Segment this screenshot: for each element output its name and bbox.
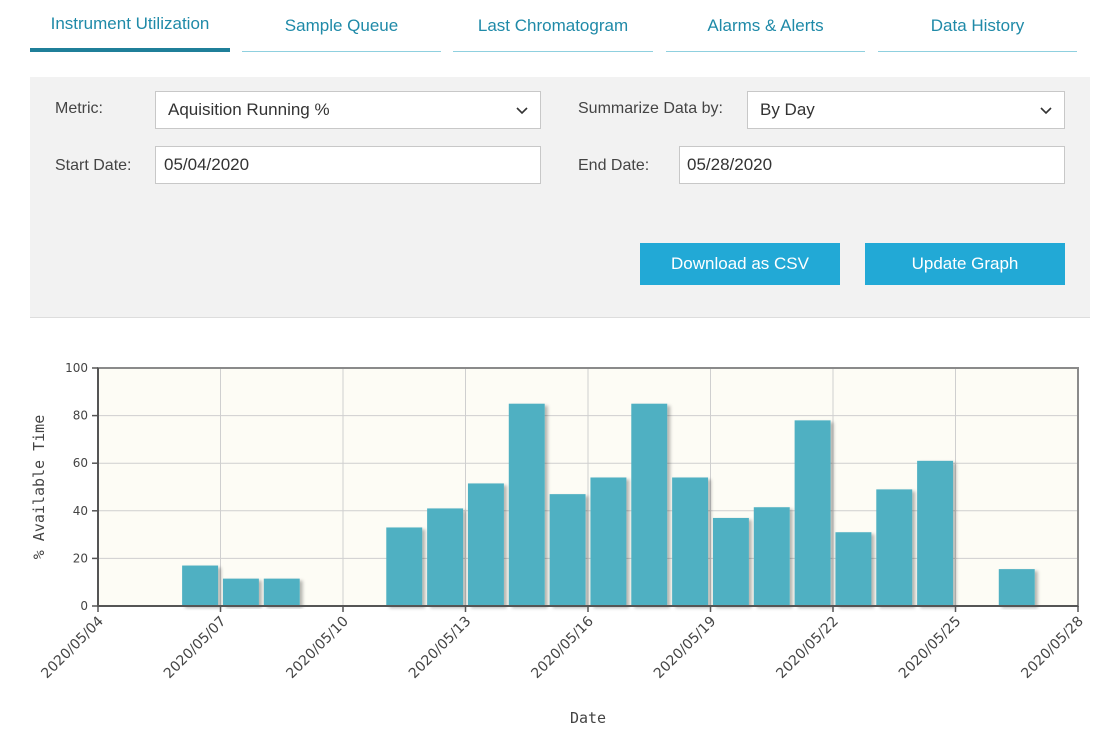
start-date-input[interactable]: 05/04/2020: [155, 146, 541, 184]
bar: [467, 483, 504, 606]
summarize-select[interactable]: By Day: [747, 91, 1065, 129]
bar: [794, 420, 831, 606]
start-date-value: 05/04/2020: [164, 155, 250, 174]
y-tick-label: 100: [65, 361, 88, 375]
bar: [998, 569, 1035, 606]
tab-bar: Instrument Utilization Sample Queue Last…: [30, 0, 1090, 52]
bars: [182, 403, 1035, 606]
x-tick-label: 2020/05/25: [896, 614, 964, 682]
end-date-label: End Date:: [578, 157, 650, 174]
bar: [631, 403, 668, 606]
metric-select-value: Aquisition Running %: [168, 100, 330, 119]
chevron-down-icon: [1040, 107, 1052, 115]
x-tick-label: 2020/05/04: [38, 613, 106, 681]
y-tick-label: 60: [73, 456, 88, 470]
end-date-value: 05/28/2020: [687, 155, 773, 174]
bar: [712, 517, 749, 606]
y-tick-label: 40: [73, 504, 88, 518]
bar: [835, 532, 872, 606]
bar: [182, 565, 219, 606]
download-csv-button[interactable]: Download as CSV: [640, 243, 840, 285]
x-tick-label: 2020/05/16: [528, 613, 596, 681]
summarize-label: Summarize Data by:: [578, 100, 723, 117]
bar: [917, 460, 954, 606]
y-tick-label: 80: [73, 409, 88, 423]
x-tick-label: 2020/05/22: [773, 614, 841, 682]
y-axis-title: % Available Time: [30, 415, 48, 560]
y-axis-ticks: 0 20 40 60 80 100: [65, 361, 98, 613]
bar: [386, 527, 423, 606]
bar: [876, 489, 913, 606]
bar: [590, 477, 627, 606]
x-axis-ticks: 2020/05/04 2020/05/07 2020/05/10 2020/05/13…: [38, 606, 1087, 682]
bar: [753, 507, 790, 606]
metric-select[interactable]: Aquisition Running %: [155, 91, 541, 129]
tab-alarms-alerts[interactable]: Alarms & Alerts: [666, 0, 865, 52]
x-tick-label: 2020/05/07: [161, 614, 229, 682]
start-date-label: Start Date:: [55, 157, 132, 174]
bar: [508, 403, 545, 606]
x-axis-title: Date: [570, 709, 606, 727]
bar: [427, 508, 464, 606]
tab-data-history[interactable]: Data History: [878, 0, 1077, 52]
bar: [672, 477, 709, 606]
x-tick-label: 2020/05/10: [283, 614, 351, 682]
filter-panel: Metric: Aquisition Running % Summarize D…: [30, 77, 1090, 318]
y-tick-label: 0: [80, 599, 88, 613]
x-tick-label: 2020/05/19: [651, 614, 719, 682]
metric-label: Metric:: [55, 100, 103, 117]
bar: [263, 578, 300, 606]
x-tick-label: 2020/05/13: [406, 614, 474, 682]
y-tick-label: 20: [73, 551, 88, 565]
x-tick-label: 2020/05/28: [1018, 614, 1086, 682]
bar: [549, 494, 586, 606]
chevron-down-icon: [516, 107, 528, 115]
tab-last-chromatogram[interactable]: Last Chromatogram: [453, 0, 653, 52]
update-graph-button[interactable]: Update Graph: [865, 243, 1065, 285]
end-date-input[interactable]: 05/28/2020: [679, 146, 1065, 184]
tab-instrument-utilization[interactable]: Instrument Utilization: [30, 0, 230, 52]
summarize-select-value: By Day: [760, 100, 815, 119]
bar: [222, 578, 259, 606]
tab-sample-queue[interactable]: Sample Queue: [242, 0, 441, 52]
